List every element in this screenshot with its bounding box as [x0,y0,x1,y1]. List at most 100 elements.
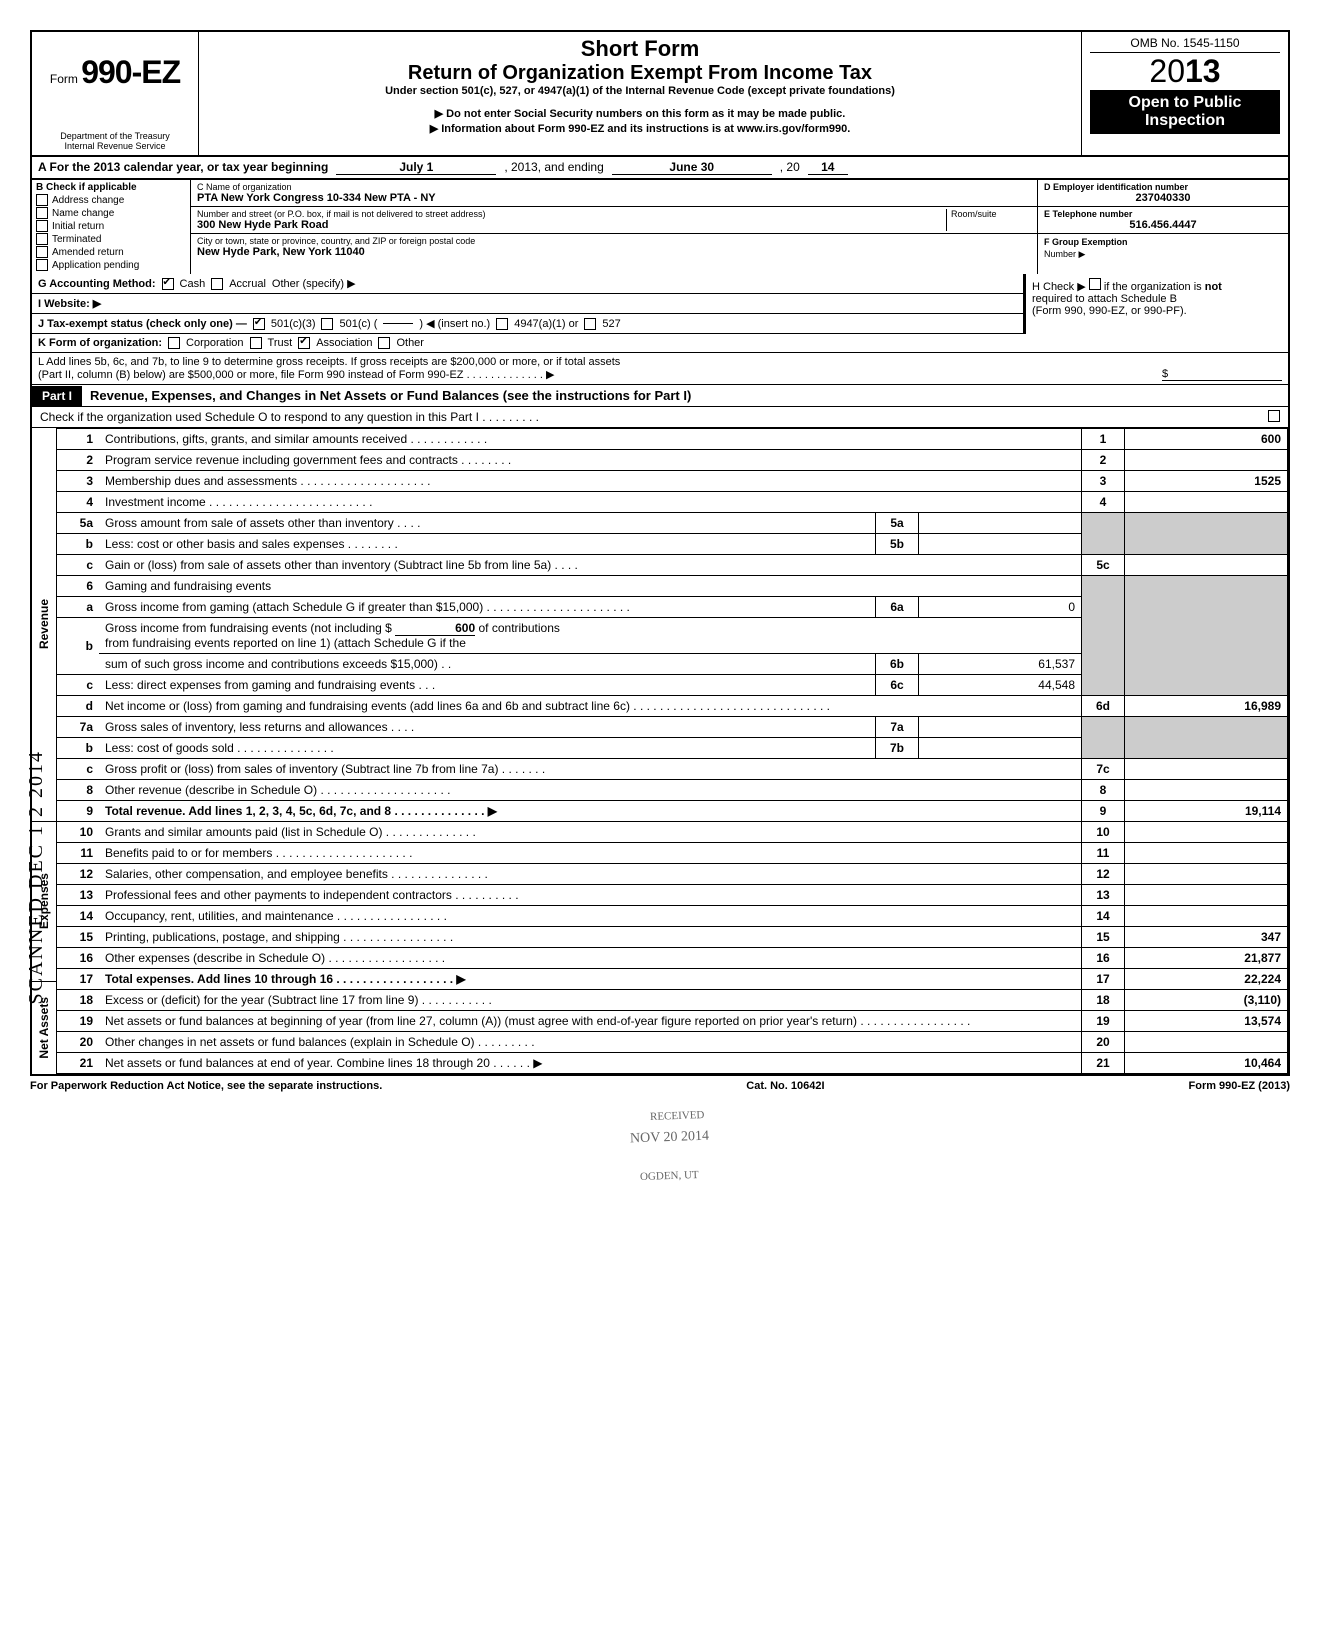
part1-label: Part I [32,386,82,406]
line-6: 6Gaming and fundraising events [57,576,1288,597]
row-a-label: A For the 2013 calendar year, or tax yea… [38,160,328,174]
org-city[interactable]: New Hyde Park, New York 11040 [197,246,1031,258]
tax-year-begin[interactable]: July 1 [336,160,496,175]
footer-left: For Paperwork Reduction Act Notice, see … [30,1080,382,1092]
line-13: 13Professional fees and other payments t… [57,885,1288,906]
footer-mid: Cat. No. 10642I [746,1080,824,1092]
tax-year-end[interactable]: June 30 [612,160,772,175]
row-j-label: J Tax-exempt status (check only one) — [38,318,247,330]
tax-year: 2013 [1090,53,1280,90]
row-i: I Website: ▶ [32,294,1025,314]
phone-value[interactable]: 516.456.4447 [1044,219,1282,231]
tax-year-yr[interactable]: 14 [808,160,848,175]
cb-501c3[interactable] [253,318,265,330]
line-21: 21Net assets or fund balances at end of … [57,1053,1288,1074]
line-10: 10Grants and similar amounts paid (list … [57,822,1288,843]
form-header: Form 990-EZ Department of the Treasury I… [30,30,1290,157]
line-14: 14Occupancy, rent, utilities, and mainte… [57,906,1288,927]
line-6d: dNet income or (loss) from gaming and fu… [57,696,1288,717]
form-number: 990-EZ [81,54,180,90]
cb-schedule-o[interactable] [1268,410,1280,422]
row-k-label: K Form of organization: [38,337,162,349]
row-g-label: G Accounting Method: [38,278,156,290]
short-form-title: Short Form [207,36,1073,62]
row-l-text2: (Part II, column (B) below) are $500,000… [38,368,554,381]
side-netassets: Net Assets [35,993,53,1063]
year-prefix: 20 [1149,53,1185,89]
year-cell: OMB No. 1545-1150 2013 Open to Public In… [1082,32,1288,155]
section-bcdef: B Check if applicable Address change Nam… [30,180,1290,274]
ein-label: D Employer identification number [1044,182,1282,192]
cb-amended-return[interactable]: Amended return [36,246,186,258]
line-3: 3Membership dues and assessments . . . .… [57,471,1288,492]
line-17: 17Total expenses. Add lines 10 through 1… [57,969,1288,990]
stamp-ogden: OGDEN, UT [640,1169,699,1183]
side-revenue: Revenue [35,595,53,653]
group-exempt-label2: Number ▶ [1044,249,1085,259]
line-19: 19Net assets or fund balances at beginni… [57,1011,1288,1032]
row-a-mid: , 2013, and ending [504,160,603,174]
footer: For Paperwork Reduction Act Notice, see … [30,1076,1290,1092]
line-20: 20Other changes in net assets or fund ba… [57,1032,1288,1053]
year-suffix: 13 [1185,53,1221,89]
ein-value[interactable]: 237040330 [1044,192,1282,204]
subtitle: Under section 501(c), 527, or 4947(a)(1)… [207,85,1073,97]
cb-trust[interactable] [250,337,262,349]
stamp-date: NOV 20 2014 [630,1129,710,1148]
row-k: K Form of organization: Corporation Trus… [30,334,1290,353]
line-2: 2Program service revenue including gover… [57,450,1288,471]
cb-address-change[interactable]: Address change [36,194,186,206]
stamp-received: RECEIVED [650,1109,705,1123]
section-b: B Check if applicable Address change Nam… [32,180,191,274]
line-16: 16Other expenses (describe in Schedule O… [57,948,1288,969]
cb-schedule-b[interactable] [1089,278,1101,290]
row-g: G Accounting Method: Cash Accrual Other … [32,274,1025,294]
org-name[interactable]: PTA New York Congress 10-334 New PTA - N… [197,192,1031,204]
return-title: Return of Organization Exempt From Incom… [207,62,1073,85]
cb-terminated[interactable]: Terminated [36,233,186,245]
dept-irs: Internal Revenue Service [40,141,190,151]
cb-application-pending[interactable]: Application pending [36,259,186,271]
form-number-cell: Form 990-EZ Department of the Treasury I… [32,32,199,155]
org-address[interactable]: 300 New Hyde Park Road [197,219,946,231]
lines-table: Revenue Expenses Net Assets 1Contributio… [30,428,1290,1076]
website-label: I Website: ▶ [38,297,101,310]
cb-527[interactable] [584,318,596,330]
section-def: D Employer identification number 2370403… [1037,180,1288,274]
row-l-text1: L Add lines 5b, 6c, and 7b, to line 9 to… [38,356,1282,368]
city-label: City or town, state or province, country… [197,236,1031,246]
part1-title: Revenue, Expenses, and Changes in Net As… [82,385,699,406]
row-l: L Add lines 5b, 6c, and 7b, to line 9 to… [30,353,1290,385]
cb-name-change[interactable]: Name change [36,207,186,219]
phone-label: E Telephone number [1044,209,1282,219]
cb-other-org[interactable] [378,337,390,349]
form-prefix: Form [50,72,78,86]
lines-table-inner: 1Contributions, gifts, grants, and simil… [57,428,1288,1074]
info-note: ▶ Information about Form 990-EZ and its … [207,122,1073,135]
row-j: J Tax-exempt status (check only one) — 5… [32,314,1025,334]
cb-corp[interactable] [168,337,180,349]
row-a-tax-year: A For the 2013 calendar year, or tax yea… [30,157,1290,180]
line-11: 11Benefits paid to or for members . . . … [57,843,1288,864]
section-c: C Name of organization PTA New York Cong… [191,180,1037,274]
cb-initial-return[interactable]: Initial return [36,220,186,232]
line-18: 18Excess or (deficit) for the year (Subt… [57,990,1288,1011]
cb-501c[interactable] [321,318,333,330]
section-c-label: C Name of organization [197,182,1031,192]
line-5c: cGain or (loss) from sale of assets othe… [57,555,1288,576]
cb-accrual[interactable] [211,278,223,290]
side-expenses: Expenses [35,869,53,933]
part1-header-row: Part I Revenue, Expenses, and Changes in… [32,385,1288,407]
part1-schedule-o-check: Check if the organization used Schedule … [32,407,1288,428]
room-label: Room/suite [951,209,1031,219]
section-b-label: B Check if applicable [36,182,186,193]
cb-cash[interactable] [162,278,174,290]
row-l-dollar[interactable]: $ [1162,368,1282,381]
line-8: 8Other revenue (describe in Schedule O) … [57,780,1288,801]
line-5a: 5aGross amount from sale of assets other… [57,513,1288,534]
cb-4947[interactable] [496,318,508,330]
title-cell: Short Form Return of Organization Exempt… [199,32,1082,155]
line-4: 4Investment income . . . . . . . . . . .… [57,492,1288,513]
cb-assoc[interactable] [298,337,310,349]
line-7c: cGross profit or (loss) from sales of in… [57,759,1288,780]
